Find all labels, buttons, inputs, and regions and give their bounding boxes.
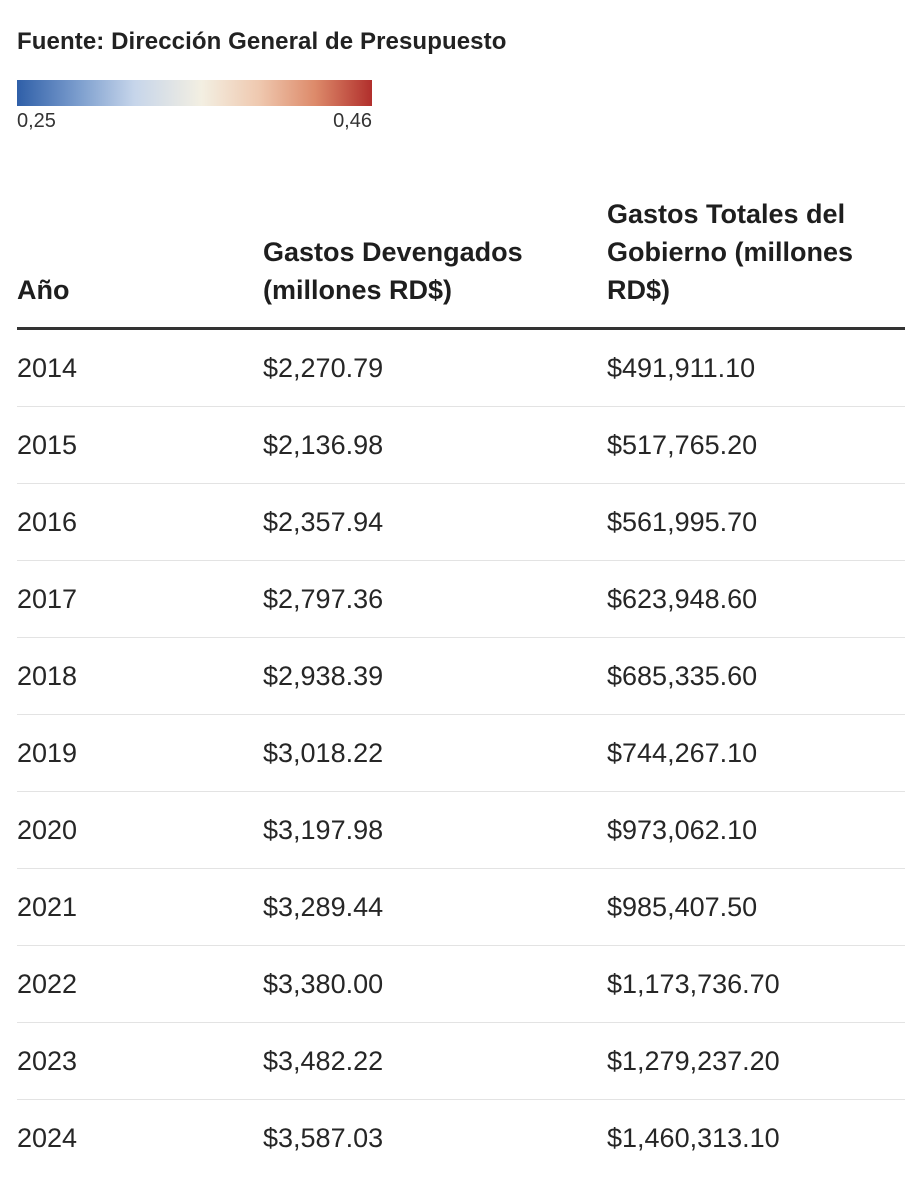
table-cell-total-expenses: $973,062.10 <box>607 791 905 869</box>
table-cell-total-expenses: $1,173,736.70 <box>607 945 905 1023</box>
table-cell-year: 2019 <box>17 714 263 792</box>
table-cell-total-expenses: $1,279,237.20 <box>607 1022 905 1100</box>
table-cell-accrued-expenses: $2,797.36 <box>263 560 607 638</box>
table-row: 2024 $3,587.03 $1,460,313.10 <box>17 1100 905 1177</box>
color-scale-max-label: 0,46 <box>333 110 372 132</box>
table-cell-year: 2016 <box>17 483 263 561</box>
color-scale-bar <box>17 80 372 106</box>
column-header-year[interactable]: Año <box>17 195 263 330</box>
table-row: 2016 $2,357.94 $561,995.70 <box>17 483 905 561</box>
source-note: Fuente: Dirección General de Presupuesto <box>17 28 507 55</box>
column-header-accrued-expenses[interactable]: Gastos Devengados (millones RD$) <box>263 195 607 330</box>
table-cell-accrued-expenses: $3,380.00 <box>263 945 607 1023</box>
table-row: 2023 $3,482.22 $1,279,237.20 <box>17 1022 905 1100</box>
table-cell-year: 2023 <box>17 1022 263 1100</box>
table-cell-total-expenses: $561,995.70 <box>607 483 905 561</box>
color-legend: 0,25 0,46 <box>17 80 372 138</box>
data-table: Año Gastos Devengados (millones RD$) Gas… <box>17 195 905 1176</box>
color-scale-min-label: 0,25 <box>17 110 56 132</box>
table-cell-accrued-expenses: $3,289.44 <box>263 868 607 946</box>
table-cell-accrued-expenses: $3,197.98 <box>263 791 607 869</box>
column-header-total-government-expenses[interactable]: Gastos Totales del Gobierno (millones RD… <box>607 195 905 330</box>
table-cell-year: 2024 <box>17 1122 78 1153</box>
table-row: 2020 $3,197.98 $973,062.10 <box>17 791 905 869</box>
table-row: 2018 $2,938.39 $685,335.60 <box>17 637 905 715</box>
table-header-row: Año Gastos Devengados (millones RD$) Gas… <box>17 195 905 330</box>
table-row: 2019 $3,018.22 $744,267.10 <box>17 714 905 792</box>
table-cell-year: 2021 <box>17 868 263 946</box>
table-cell-year: 2014 <box>17 328 263 407</box>
table-cell-total-expenses: $1,460,313.10 <box>607 1122 780 1153</box>
table-cell-year: 2018 <box>17 637 263 715</box>
table-cell-total-expenses: $685,335.60 <box>607 637 905 715</box>
table-row: 2021 $3,289.44 $985,407.50 <box>17 868 905 946</box>
table-body: 2014 $2,270.79 $491,911.10 2015 $2,136.98 $51… <box>17 328 905 1177</box>
table-cell-year: 2020 <box>17 791 263 869</box>
table-cell-accrued-expenses: $2,938.39 <box>263 637 607 715</box>
table-cell-accrued-expenses: $3,587.03 <box>263 1122 384 1153</box>
table-cell-accrued-expenses: $2,357.94 <box>263 483 607 561</box>
table-cell-total-expenses: $744,267.10 <box>607 714 905 792</box>
color-scale-labels: 0,25 0,46 <box>17 110 372 138</box>
table-cell-total-expenses: $985,407.50 <box>607 868 905 946</box>
table-row: 2017 $2,797.36 $623,948.60 <box>17 560 905 638</box>
table-cell-total-expenses: $491,911.10 <box>607 328 905 407</box>
table-cell-year: 2017 <box>17 560 263 638</box>
table-row: 2022 $3,380.00 $1,173,736.70 <box>17 945 905 1023</box>
data-table-container: Año Gastos Devengados (millones RD$) Gas… <box>17 195 905 1176</box>
table-cell-total-expenses: $623,948.60 <box>607 560 905 638</box>
table-cell-accrued-expenses: $3,018.22 <box>263 714 607 792</box>
table-cell-accrued-expenses: $2,136.98 <box>263 406 607 484</box>
table-cell-total-expenses: $517,765.20 <box>607 406 905 484</box>
table-row: 2015 $2,136.98 $517,765.20 <box>17 406 905 484</box>
table-cell-accrued-expenses: $3,482.22 <box>263 1022 607 1100</box>
table-cell-accrued-expenses: $2,270.79 <box>263 328 607 407</box>
table-cell-year: 2015 <box>17 406 263 484</box>
table-row: 2014 $2,270.79 $491,911.10 <box>17 328 905 407</box>
table-cell-year: 2022 <box>17 945 263 1023</box>
